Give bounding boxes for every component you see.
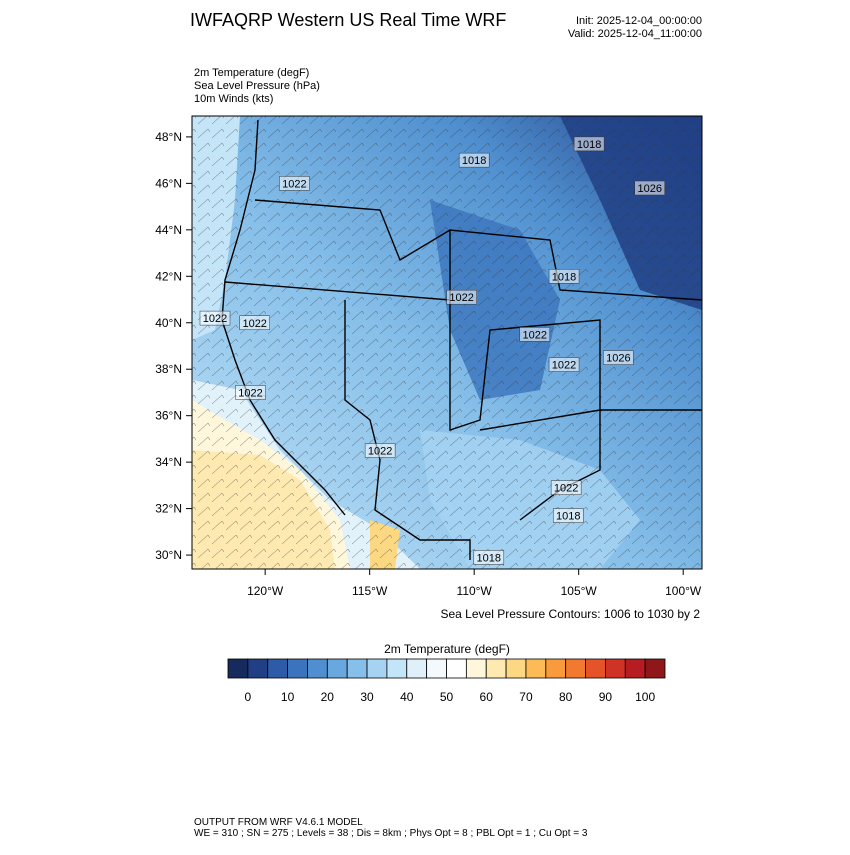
contour-note: Sea Level Pressure Contours: 1006 to 103… <box>441 607 701 621</box>
field-label: 2m Temperature (degF) <box>194 67 309 79</box>
contour-label: 1022 <box>554 483 578 495</box>
contour-label-box <box>552 508 584 523</box>
colorbar-tick-label: 70 <box>519 690 533 704</box>
colorbar-box <box>565 658 586 679</box>
contour-label: 1018 <box>556 511 580 523</box>
contour-label-box <box>573 136 605 152</box>
contour-label: 1022 <box>552 360 576 372</box>
contour-label: 1022 <box>449 292 473 304</box>
lat-tick-label: 32°N <box>155 502 182 516</box>
contour-label: 1022 <box>242 318 266 330</box>
contour-label-box <box>550 480 582 495</box>
contour-label: 1022 <box>368 446 392 458</box>
title: IWFAQRP Western US Real Time WRF <box>190 10 506 30</box>
contour-label-box <box>446 289 477 305</box>
colorbar-tick-label: 0 <box>245 690 252 704</box>
colorbar-box <box>624 658 646 679</box>
colorbar-box <box>227 658 249 679</box>
field-label: Sea Level Pressure (hPa) <box>194 80 320 92</box>
contour-label: 1018 <box>552 271 576 283</box>
footer-line: WE = 310 ; SN = 275 ; Levels = 38 ; Dis … <box>194 828 588 839</box>
lon-tick-label: 110°W <box>457 584 493 598</box>
colorbar-box <box>406 658 428 679</box>
colorbar-box <box>426 658 447 679</box>
contour-label: 1026 <box>638 183 662 195</box>
colorbar-box <box>644 658 666 679</box>
colorbar-box <box>346 658 368 679</box>
contour-label: 1022 <box>203 313 227 325</box>
lon-tick-label: 105°W <box>561 584 598 598</box>
field-label: 10m Winds (kts) <box>194 93 273 105</box>
contour-label: 1018 <box>462 155 486 167</box>
contour-label-box <box>199 310 231 326</box>
colorbar-box <box>247 658 269 679</box>
contour-label: 1022 <box>282 178 306 190</box>
colorbar-tick-label: 100 <box>635 690 655 704</box>
contour-label-box <box>634 180 665 196</box>
colorbar-tick-label: 90 <box>599 690 613 704</box>
contour-label-box <box>473 550 505 565</box>
colorbar-tick-label: 80 <box>559 690 573 704</box>
lat-tick-label: 44°N <box>155 223 182 237</box>
colorbar-box <box>267 658 288 679</box>
colorbar-box <box>505 658 527 679</box>
contour-label-box <box>519 327 551 342</box>
colorbar-box <box>485 658 507 679</box>
lon-tick-label: 120°W <box>247 584 284 598</box>
lat-tick-label: 36°N <box>155 409 182 423</box>
colorbar-box <box>545 658 567 679</box>
contour-label-box <box>279 176 310 191</box>
contour-label-box <box>603 350 634 365</box>
colorbar-tick-label: 10 <box>281 690 295 704</box>
contour-label: 1022 <box>238 387 262 399</box>
lat-tick-label: 34°N <box>155 455 182 469</box>
lat-tick-label: 38°N <box>155 362 182 376</box>
colorbar-tick-label: 60 <box>480 690 494 704</box>
colorbar-box <box>307 658 328 679</box>
colorbar-box <box>287 658 308 679</box>
contour-label-box <box>239 315 270 331</box>
contour-label: 1022 <box>523 329 547 341</box>
colorbar-tick-label: 50 <box>440 690 454 704</box>
contour-label: 1018 <box>577 139 601 151</box>
contour-label-box <box>548 357 580 372</box>
colorbar-box <box>525 658 547 679</box>
colorbar-box <box>366 658 388 679</box>
lat-tick-label: 40°N <box>155 316 182 330</box>
footer-line: OUTPUT FROM WRF V4.6.1 MODEL <box>194 817 363 828</box>
lon-tick-label: 115°W <box>352 584 388 598</box>
lon-tick-label: 100°W <box>665 584 702 598</box>
valid-time: Valid: 2025-12-04_11:00:00 <box>568 28 702 40</box>
colorbar-box <box>326 658 348 679</box>
colorbar-tick-label: 20 <box>321 690 335 704</box>
map-field <box>192 116 702 569</box>
colorbar-title: 2m Temperature (degF) <box>384 642 510 656</box>
colorbar-box <box>605 658 626 679</box>
colorbar-box <box>585 658 606 679</box>
colorbar-box <box>446 658 467 679</box>
lat-tick-label: 42°N <box>155 269 182 283</box>
contour-label: 1026 <box>606 353 630 365</box>
lat-tick-label: 30°N <box>155 548 182 562</box>
colorbar-tick-label: 30 <box>360 690 374 704</box>
contour-label-box <box>364 443 396 458</box>
init-time: Init: 2025-12-04_00:00:00 <box>576 15 702 27</box>
lat-tick-label: 48°N <box>155 130 182 144</box>
contour-label: 1018 <box>477 552 501 564</box>
map-frame <box>191 115 703 570</box>
colorbar: 0 10 20 30 40 50 60 70 80 90 100 <box>227 658 666 704</box>
colorbar-box <box>386 658 408 679</box>
lat-tick-label: 46°N <box>155 176 182 190</box>
map-annotations: 30°N 32°N 34°N 36°N 38°N 40°N 42°N 44°N 46°N 48°N… <box>155 130 702 598</box>
colorbar-box <box>465 658 487 679</box>
colorbar-tick-label: 40 <box>400 690 414 704</box>
contour-label-box <box>235 385 266 400</box>
contour-label-box <box>548 269 580 284</box>
contour-label-box <box>458 152 490 168</box>
